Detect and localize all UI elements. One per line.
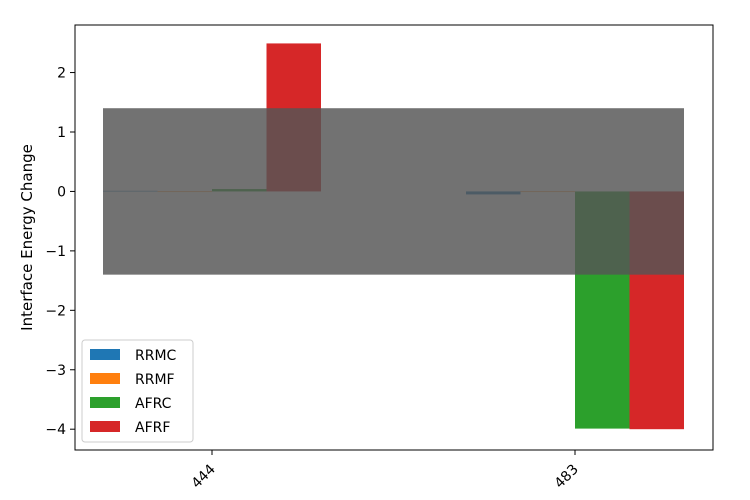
legend-swatch-rrmc	[90, 349, 120, 360]
legend-label-rrmc: RRMC	[135, 348, 177, 364]
legend-swatch-rrmf	[90, 373, 120, 384]
axes-frame	[74, 24, 714, 451]
plot-area	[103, 43, 684, 430]
legend-swatch-afrc	[90, 397, 120, 408]
y-tick-label: 1	[57, 125, 66, 141]
legend-swatch-afrf	[90, 421, 120, 432]
y-tick-label: 2	[57, 66, 66, 82]
y-tick-label: −2	[45, 303, 66, 319]
legend-label-rrmf: RRMF	[135, 372, 175, 388]
legend-box	[81, 339, 194, 443]
y-tick-label: −1	[45, 244, 66, 260]
y-tick-label: −4	[45, 422, 66, 438]
legend-label-afrf: AFRF	[135, 420, 170, 436]
y-tick-label: −3	[45, 363, 66, 379]
legend-label-afrc: AFRC	[135, 396, 172, 412]
shaded-band	[103, 108, 684, 275]
y-tick-label: 0	[57, 184, 66, 200]
y-axis-label: Interface Energy Change	[18, 144, 36, 331]
legend: RRMC RRMF AFRC AFRF	[81, 339, 194, 443]
